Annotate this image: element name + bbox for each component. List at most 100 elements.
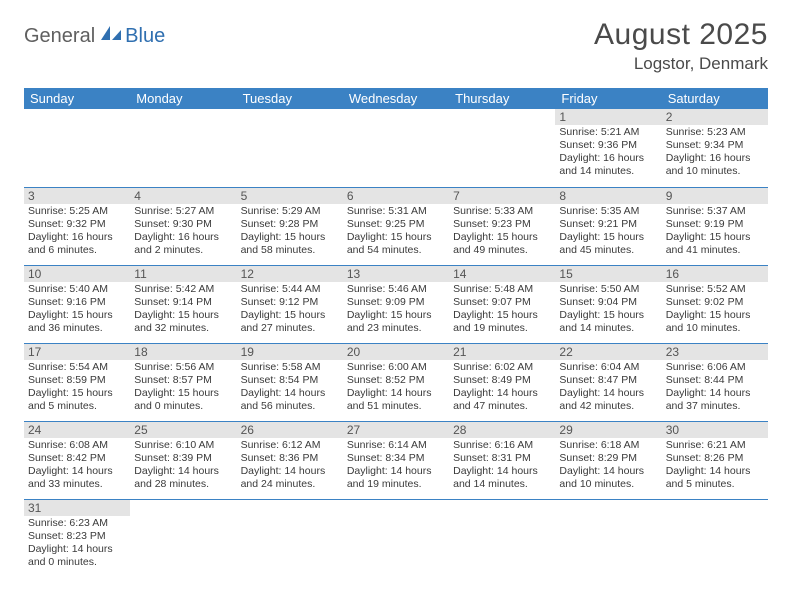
daylight-line-1: Daylight: 14 hours — [28, 465, 126, 478]
sunrise-line: Sunrise: 5:40 AM — [28, 283, 126, 296]
daylight-line-2: and 14 minutes. — [559, 322, 657, 335]
day-number: 28 — [449, 422, 555, 438]
dow-thursday: Thursday — [449, 88, 555, 109]
sunrise-line: Sunrise: 5:29 AM — [241, 205, 339, 218]
day-cell: 31Sunrise: 6:23 AMSunset: 8:23 PMDayligh… — [24, 499, 130, 577]
day-details: Sunrise: 6:12 AMSunset: 8:36 PMDaylight:… — [237, 439, 343, 494]
day-cell: 15Sunrise: 5:50 AMSunset: 9:04 PMDayligh… — [555, 265, 661, 343]
day-number: 8 — [555, 188, 661, 204]
sunset-line: Sunset: 9:32 PM — [28, 218, 126, 231]
day-details: Sunrise: 5:23 AMSunset: 9:34 PMDaylight:… — [662, 126, 768, 181]
calendar-week-row: 24Sunrise: 6:08 AMSunset: 8:42 PMDayligh… — [24, 421, 768, 499]
sunset-line: Sunset: 9:14 PM — [134, 296, 232, 309]
day-details: Sunrise: 6:08 AMSunset: 8:42 PMDaylight:… — [24, 439, 130, 494]
daylight-line-2: and 24 minutes. — [241, 478, 339, 491]
empty-cell — [449, 499, 555, 577]
daylight-line-1: Daylight: 14 hours — [666, 465, 764, 478]
day-number: 4 — [130, 188, 236, 204]
day-cell: 4Sunrise: 5:27 AMSunset: 9:30 PMDaylight… — [130, 187, 236, 265]
sunset-line: Sunset: 8:44 PM — [666, 374, 764, 387]
day-number: 7 — [449, 188, 555, 204]
sunset-line: Sunset: 9:16 PM — [28, 296, 126, 309]
day-number: 25 — [130, 422, 236, 438]
day-details: Sunrise: 5:44 AMSunset: 9:12 PMDaylight:… — [237, 283, 343, 338]
day-cell: 11Sunrise: 5:42 AMSunset: 9:14 PMDayligh… — [130, 265, 236, 343]
day-number: 6 — [343, 188, 449, 204]
daylight-line-1: Daylight: 14 hours — [134, 465, 232, 478]
daylight-line-2: and 33 minutes. — [28, 478, 126, 491]
daylight-line-1: Daylight: 15 hours — [453, 309, 551, 322]
daylight-line-1: Daylight: 15 hours — [666, 309, 764, 322]
day-details: Sunrise: 5:50 AMSunset: 9:04 PMDaylight:… — [555, 283, 661, 338]
day-details: Sunrise: 5:25 AMSunset: 9:32 PMDaylight:… — [24, 205, 130, 260]
sunrise-line: Sunrise: 5:33 AM — [453, 205, 551, 218]
day-number: 29 — [555, 422, 661, 438]
daylight-line-2: and 42 minutes. — [559, 400, 657, 413]
daylight-line-1: Daylight: 15 hours — [453, 231, 551, 244]
daylight-line-1: Daylight: 15 hours — [28, 309, 126, 322]
daylight-line-1: Daylight: 15 hours — [134, 387, 232, 400]
day-details: Sunrise: 6:02 AMSunset: 8:49 PMDaylight:… — [449, 361, 555, 416]
daylight-line-1: Daylight: 16 hours — [666, 152, 764, 165]
sunset-line: Sunset: 9:23 PM — [453, 218, 551, 231]
calendar-week-row: 31Sunrise: 6:23 AMSunset: 8:23 PMDayligh… — [24, 499, 768, 577]
sunrise-line: Sunrise: 5:48 AM — [453, 283, 551, 296]
day-details: Sunrise: 6:10 AMSunset: 8:39 PMDaylight:… — [130, 439, 236, 494]
sunset-line: Sunset: 8:39 PM — [134, 452, 232, 465]
day-number: 12 — [237, 266, 343, 282]
day-cell: 23Sunrise: 6:06 AMSunset: 8:44 PMDayligh… — [662, 343, 768, 421]
day-number: 27 — [343, 422, 449, 438]
title-block: August 2025 Logstor, Denmark — [594, 18, 768, 74]
sunrise-line: Sunrise: 5:58 AM — [241, 361, 339, 374]
sunrise-line: Sunrise: 6:14 AM — [347, 439, 445, 452]
empty-cell — [24, 109, 130, 187]
sunset-line: Sunset: 8:34 PM — [347, 452, 445, 465]
daylight-line-1: Daylight: 16 hours — [28, 231, 126, 244]
month-title: August 2025 — [594, 18, 768, 52]
day-cell: 9Sunrise: 5:37 AMSunset: 9:19 PMDaylight… — [662, 187, 768, 265]
day-cell: 1Sunrise: 5:21 AMSunset: 9:36 PMDaylight… — [555, 109, 661, 187]
sunset-line: Sunset: 8:49 PM — [453, 374, 551, 387]
day-cell: 22Sunrise: 6:04 AMSunset: 8:47 PMDayligh… — [555, 343, 661, 421]
day-cell: 10Sunrise: 5:40 AMSunset: 9:16 PMDayligh… — [24, 265, 130, 343]
sunrise-line: Sunrise: 6:10 AM — [134, 439, 232, 452]
daylight-line-1: Daylight: 15 hours — [559, 309, 657, 322]
day-details: Sunrise: 6:14 AMSunset: 8:34 PMDaylight:… — [343, 439, 449, 494]
daylight-line-2: and 14 minutes. — [559, 165, 657, 178]
daylight-line-1: Daylight: 14 hours — [347, 387, 445, 400]
daylight-line-2: and 36 minutes. — [28, 322, 126, 335]
sunrise-line: Sunrise: 5:35 AM — [559, 205, 657, 218]
day-cell: 6Sunrise: 5:31 AMSunset: 9:25 PMDaylight… — [343, 187, 449, 265]
day-number: 16 — [662, 266, 768, 282]
daylight-line-2: and 0 minutes. — [28, 556, 126, 569]
dow-tuesday: Tuesday — [237, 88, 343, 109]
daylight-line-2: and 0 minutes. — [134, 400, 232, 413]
day-number: 22 — [555, 344, 661, 360]
day-number: 23 — [662, 344, 768, 360]
day-details: Sunrise: 5:31 AMSunset: 9:25 PMDaylight:… — [343, 205, 449, 260]
empty-cell — [130, 109, 236, 187]
dow-sunday: Sunday — [24, 88, 130, 109]
daylight-line-1: Daylight: 14 hours — [241, 387, 339, 400]
sunset-line: Sunset: 8:26 PM — [666, 452, 764, 465]
day-details: Sunrise: 6:21 AMSunset: 8:26 PMDaylight:… — [662, 439, 768, 494]
day-details: Sunrise: 5:21 AMSunset: 9:36 PMDaylight:… — [555, 126, 661, 181]
daylight-line-2: and 54 minutes. — [347, 244, 445, 257]
daylight-line-2: and 45 minutes. — [559, 244, 657, 257]
day-number: 26 — [237, 422, 343, 438]
logo: General Blue — [24, 18, 165, 49]
daylight-line-2: and 2 minutes. — [134, 244, 232, 257]
day-details: Sunrise: 6:23 AMSunset: 8:23 PMDaylight:… — [24, 517, 130, 572]
day-details: Sunrise: 5:37 AMSunset: 9:19 PMDaylight:… — [662, 205, 768, 260]
day-cell: 5Sunrise: 5:29 AMSunset: 9:28 PMDaylight… — [237, 187, 343, 265]
calendar-body: 1Sunrise: 5:21 AMSunset: 9:36 PMDaylight… — [24, 109, 768, 577]
day-number: 14 — [449, 266, 555, 282]
daylight-line-2: and 14 minutes. — [453, 478, 551, 491]
day-number: 19 — [237, 344, 343, 360]
daylight-line-2: and 56 minutes. — [241, 400, 339, 413]
daylight-line-2: and 6 minutes. — [28, 244, 126, 257]
daylight-line-2: and 23 minutes. — [347, 322, 445, 335]
daylight-line-2: and 37 minutes. — [666, 400, 764, 413]
day-cell: 3Sunrise: 5:25 AMSunset: 9:32 PMDaylight… — [24, 187, 130, 265]
sunset-line: Sunset: 9:02 PM — [666, 296, 764, 309]
